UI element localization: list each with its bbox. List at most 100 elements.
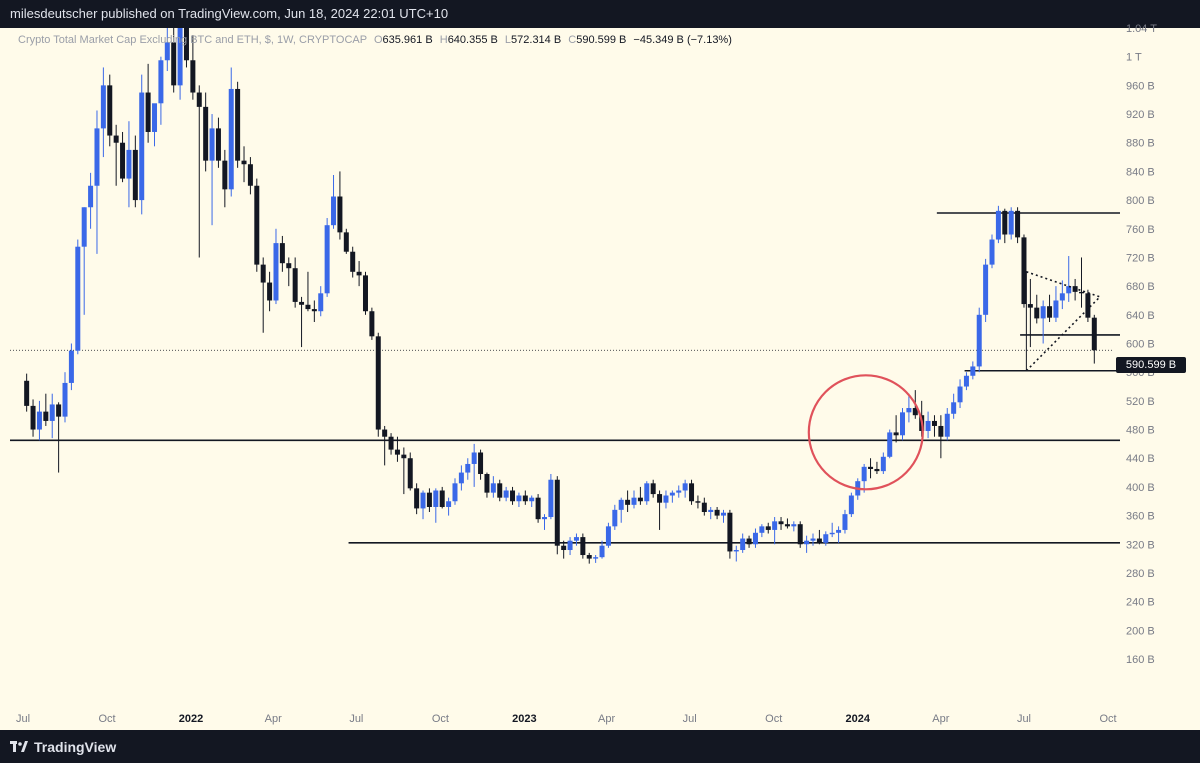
close-key: C	[568, 34, 577, 46]
candle-body	[203, 106, 209, 161]
triangle-lower-line	[1025, 296, 1101, 372]
candle-body	[554, 479, 560, 546]
candle-body	[452, 483, 458, 502]
tradingview-logo-icon	[10, 741, 28, 752]
candle-body	[311, 309, 317, 312]
candle-body	[804, 540, 810, 545]
publish-info: milesdeutscher published on TradingView.…	[10, 6, 449, 21]
x-tick-label: Apr	[598, 713, 615, 725]
candle-body	[791, 524, 797, 527]
high-value: 640.355 B	[447, 34, 498, 46]
candle-body	[727, 512, 733, 552]
candle-body	[708, 509, 714, 513]
candle-body	[573, 537, 579, 541]
candle-body	[228, 88, 234, 190]
candle-body	[823, 534, 829, 543]
y-tick-label: 400 B	[1126, 482, 1155, 494]
candle-body	[695, 501, 701, 503]
candle-body	[669, 492, 675, 496]
candle-body	[446, 501, 452, 507]
candle-body	[721, 512, 727, 516]
candle-body	[183, 28, 189, 61]
candle-body	[580, 537, 586, 556]
candle-body	[177, 28, 183, 86]
annotations	[807, 271, 1101, 491]
candle-body	[62, 382, 68, 417]
candle-body	[938, 425, 944, 437]
candle-body	[1002, 210, 1008, 235]
x-tick-label: Jul	[349, 713, 363, 725]
candle-body	[394, 449, 400, 455]
candle-body	[989, 239, 995, 265]
y-tick-label: 640 B	[1126, 310, 1155, 322]
candle-body	[209, 128, 215, 161]
candle-body	[388, 436, 394, 450]
y-tick-label: 440 B	[1126, 453, 1155, 465]
candle-body	[637, 497, 643, 502]
y-tick-label: 880 B	[1126, 138, 1155, 150]
candle-body	[631, 497, 637, 505]
x-tick-label: Jul	[1017, 713, 1031, 725]
candle-body	[1053, 300, 1059, 318]
symbol-legend: Crypto Total Market Cap Excluding BTC an…	[18, 34, 732, 46]
candle-body	[625, 499, 631, 505]
candle-body	[740, 538, 746, 551]
candle-body	[529, 497, 535, 502]
candle-body	[56, 404, 62, 417]
candle-body	[893, 432, 899, 436]
candle-body	[1079, 291, 1085, 294]
footer-bar: TradingView	[0, 730, 1200, 763]
candle-body	[337, 196, 343, 233]
candle-body	[158, 60, 164, 104]
candle-body	[286, 263, 292, 269]
last-price-tag: 590.599 B	[1116, 357, 1186, 373]
candle-body	[164, 42, 170, 61]
candle-body	[94, 128, 100, 186]
candle-body	[478, 452, 484, 475]
candle-body	[900, 412, 906, 436]
y-tick-label: 480 B	[1126, 425, 1155, 437]
candle-body	[88, 185, 94, 208]
candle-body	[887, 432, 893, 457]
y-tick-label: 160 B	[1126, 654, 1155, 666]
candle-body	[995, 210, 1001, 240]
chart-panel[interactable]	[0, 28, 1200, 730]
candle-body	[215, 128, 221, 161]
candle-body	[43, 411, 49, 421]
candle-body	[1015, 210, 1021, 238]
candle-body	[81, 207, 87, 247]
candle-body	[874, 468, 880, 472]
tradingview-logo[interactable]: TradingView	[10, 739, 116, 755]
candle-body	[458, 472, 464, 484]
x-tick-label: 2024	[846, 713, 871, 725]
candle-body	[235, 88, 241, 161]
candle-body	[605, 526, 611, 546]
candle-body	[516, 495, 522, 502]
candle-body	[260, 264, 266, 283]
candle-body	[503, 490, 509, 498]
candle-body	[382, 429, 388, 437]
tradingview-brand: TradingView	[34, 739, 117, 755]
candle-body	[30, 405, 36, 430]
candle-body	[273, 243, 279, 301]
y-tick-label: 600 B	[1126, 339, 1155, 351]
y-tick-label: 1 T	[1126, 52, 1142, 64]
candle-body	[912, 408, 918, 416]
candle-body	[1066, 286, 1072, 294]
candle-body	[24, 380, 30, 406]
candle-body	[906, 408, 912, 413]
x-tick-label: Oct	[765, 713, 782, 725]
candle-body	[1091, 317, 1097, 351]
candle-body	[1047, 306, 1053, 318]
candle-body	[983, 264, 989, 315]
candle-body	[369, 311, 375, 337]
y-tick-label: 240 B	[1126, 597, 1155, 609]
candle-body	[657, 494, 663, 503]
candle-body	[126, 149, 132, 179]
candle-body	[433, 490, 439, 507]
x-tick-label: Jul	[683, 713, 697, 725]
candle-body	[75, 246, 81, 351]
candle-body	[970, 366, 976, 376]
candle-body	[1027, 304, 1033, 308]
